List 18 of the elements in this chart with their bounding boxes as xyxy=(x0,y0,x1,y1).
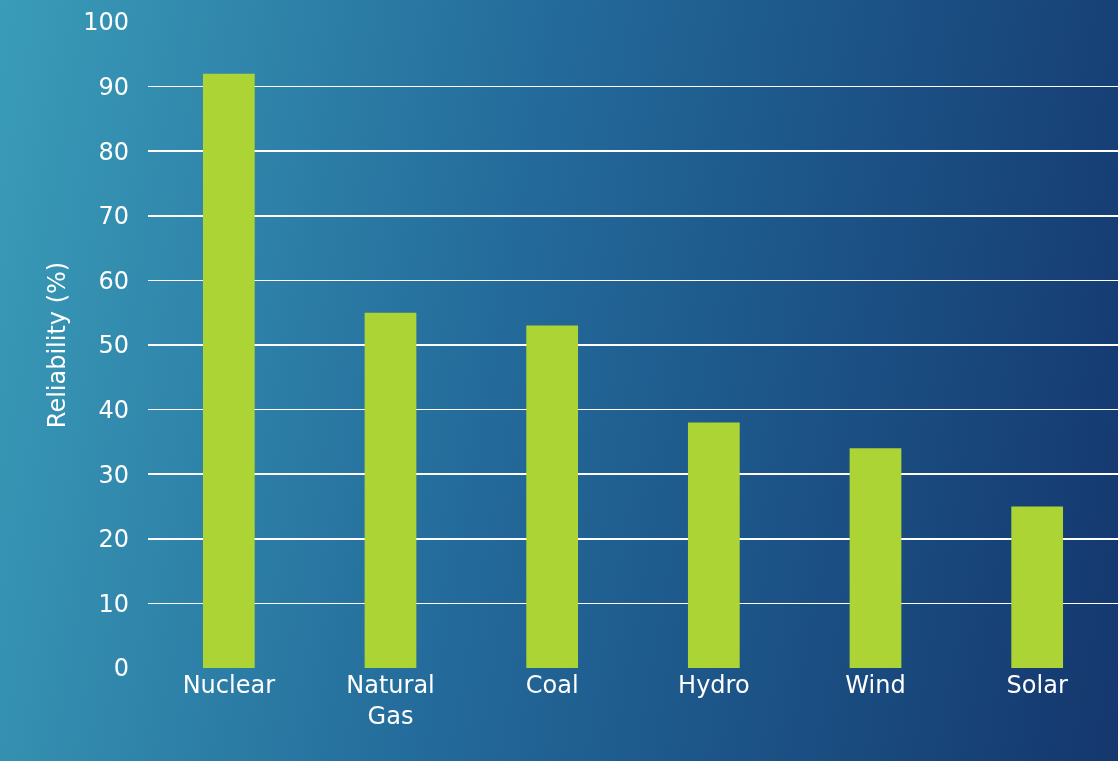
x-tick-label: Nuclear xyxy=(182,671,276,699)
y-tick-label: 80 xyxy=(98,137,129,166)
y-tick-label: 0 xyxy=(113,654,129,683)
y-tick-label: 70 xyxy=(98,202,129,231)
x-tick-label: Natural Gas xyxy=(346,671,435,731)
x-tick-label: Coal xyxy=(525,671,579,699)
y-tick-label: 90 xyxy=(98,73,129,101)
y-axis-title: Reliability (%) xyxy=(43,261,72,429)
x-tick-label: Solar xyxy=(1006,671,1068,699)
x-tick-label: Hydro xyxy=(678,671,750,699)
y-tick-label: 10 xyxy=(98,589,129,618)
x-tick-label: Wind xyxy=(845,671,906,699)
y-tick-label: 40 xyxy=(98,396,129,424)
y-tick-label: 60 xyxy=(98,266,129,295)
y-tick-label: 100 xyxy=(83,8,129,37)
y-tick-label: 50 xyxy=(98,331,129,360)
y-tick-label: 20 xyxy=(98,525,129,554)
y-tick-label: 30 xyxy=(98,460,129,489)
